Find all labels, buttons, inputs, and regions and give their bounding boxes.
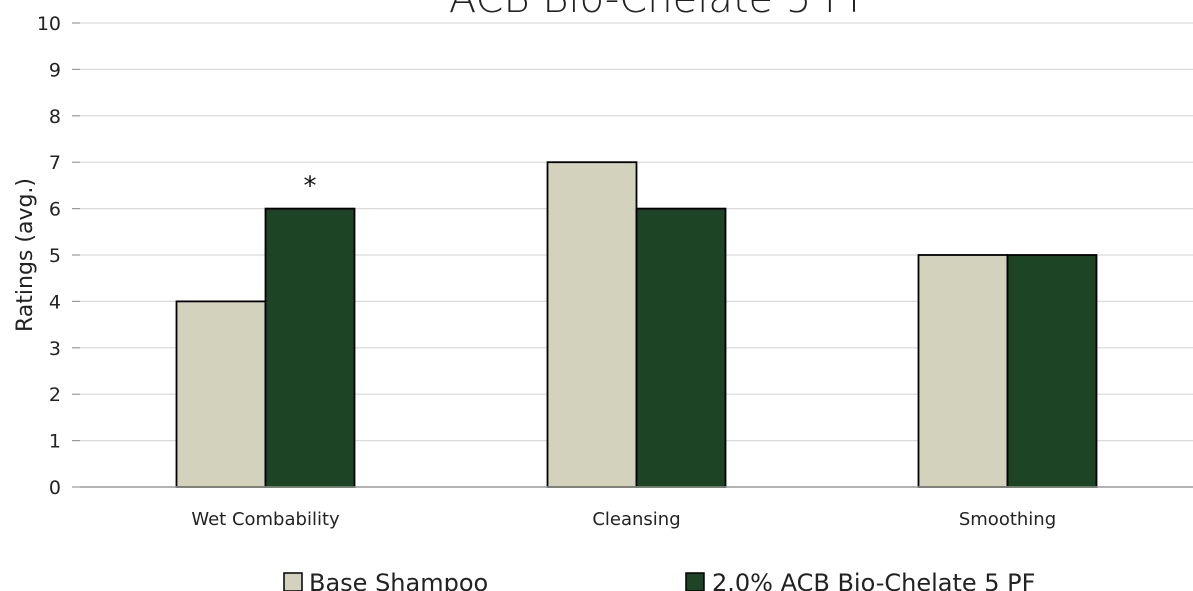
annotations: * [304,172,317,202]
bar-base-2 [917,254,1009,488]
bar-treatment-2 [1006,254,1098,488]
y-tick-label: 3 [49,338,61,360]
legend-swatch [283,572,303,591]
bar-treatment-0 [264,207,356,488]
category-label: Wet Combability [191,509,340,530]
significance-marker: * [304,172,317,202]
category-labels: Wet Combability Cleansing Smoothing [191,509,1056,530]
legend-swatch [685,572,705,591]
bar-base-0 [175,300,267,488]
bars [175,161,1098,488]
y-tick-label: 2 [49,384,61,406]
bar-treatment-1 [635,207,727,488]
y-tick-label: 7 [49,152,61,174]
legend-label: 2.0% ACB Bio-Chelate 5 PF [712,569,1035,591]
y-tick-label: 0 [49,477,61,499]
y-axis-label: Ratings (avg.) [13,178,38,332]
category-label: Smoothing [959,509,1056,530]
legend: Base Shampoo 2.0% ACB Bio-Chelate 5 PF [283,569,1035,591]
chart-title: ACB Bio-Chelate 5 PF [449,0,871,22]
category-label: Cleansing [592,509,680,530]
y-tick-label: 1 [49,431,61,453]
y-tick-label: 8 [49,106,61,128]
y-tick-label: 9 [49,59,61,81]
y-tick-label: 5 [49,245,61,267]
y-tick-label: 10 [37,13,61,35]
y-tick-label: 6 [49,199,61,221]
legend-label: Base Shampoo [309,569,488,591]
y-axis-ticks: 0 1 2 3 4 5 6 7 8 9 10 [37,13,80,499]
bar-base-1 [546,161,638,488]
y-tick-label: 4 [49,291,61,313]
